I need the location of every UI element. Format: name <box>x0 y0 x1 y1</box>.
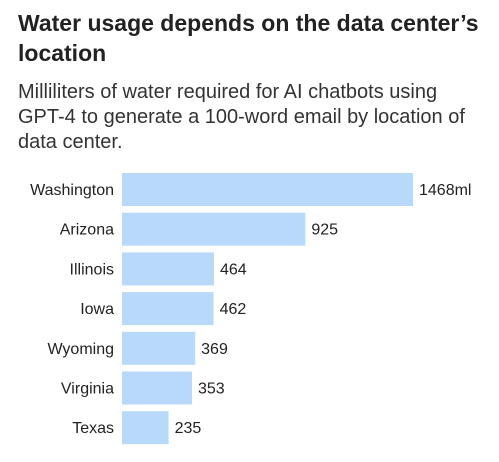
category-label-virginia: Virginia <box>61 381 114 398</box>
category-label-arizona: Arizona <box>60 222 114 239</box>
category-label-washington: Washington <box>30 182 114 199</box>
bar-texas <box>122 411 169 445</box>
category-label-wyoming: Wyoming <box>47 341 114 358</box>
chart-subtitle: Milliliters of water required for AI cha… <box>18 81 465 153</box>
value-label-wyoming: 369 <box>201 341 228 358</box>
category-label-illinois: Illinois <box>70 261 114 278</box>
bar-arizona <box>122 212 306 246</box>
bar-illinois <box>122 252 214 286</box>
value-label-arizona: 925 <box>311 222 338 239</box>
bar-iowa <box>122 292 214 326</box>
value-label-texas: 235 <box>175 420 202 437</box>
bar-washington <box>122 173 413 206</box>
category-label-texas: Texas <box>72 420 114 437</box>
value-label-iowa: 462 <box>220 301 247 318</box>
bar-virginia <box>122 371 192 405</box>
value-label-illinois: 464 <box>220 261 247 278</box>
value-label-virginia: 353 <box>198 381 225 398</box>
chart-title: Water usage depends on the data center’s… <box>18 10 479 66</box>
bar-wyoming <box>122 331 196 365</box>
category-label-iowa: Iowa <box>80 301 114 318</box>
value-label-washington: 1468ml <box>419 182 471 199</box>
